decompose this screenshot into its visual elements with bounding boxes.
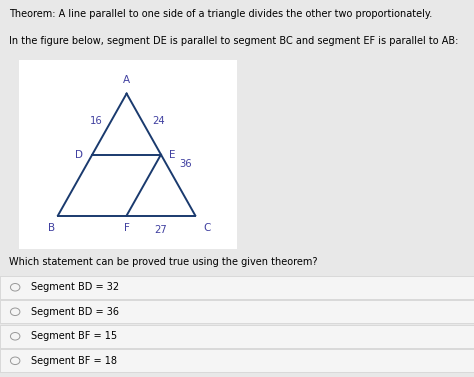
Text: In the figure below, segment DE is parallel to segment BC and segment EF is para: In the figure below, segment DE is paral…	[9, 36, 459, 46]
Bar	[0, 276, 474, 299]
Bar	[0, 349, 474, 372]
Text: A: A	[123, 75, 130, 85]
Bar	[19, 60, 237, 249]
Text: 16: 16	[90, 116, 102, 126]
Text: Theorem: A line parallel to one side of a triangle divides the other two proport: Theorem: A line parallel to one side of …	[9, 9, 433, 20]
Text: 24: 24	[152, 116, 164, 126]
Text: Segment BD = 36: Segment BD = 36	[31, 307, 119, 317]
Bar	[0, 325, 474, 348]
Text: B: B	[48, 223, 55, 233]
Bar	[0, 300, 474, 323]
Text: Which statement can be proved true using the given theorem?: Which statement can be proved true using…	[9, 257, 318, 267]
Text: Segment BF = 15: Segment BF = 15	[31, 331, 117, 341]
Text: D: D	[74, 150, 82, 159]
Text: 36: 36	[179, 159, 191, 169]
Text: Segment BD = 32: Segment BD = 32	[31, 282, 119, 292]
Text: 27: 27	[155, 225, 167, 235]
Text: E: E	[169, 150, 176, 159]
Text: Segment BF = 18: Segment BF = 18	[31, 356, 117, 366]
Text: F: F	[124, 223, 129, 233]
Text: C: C	[203, 223, 211, 233]
